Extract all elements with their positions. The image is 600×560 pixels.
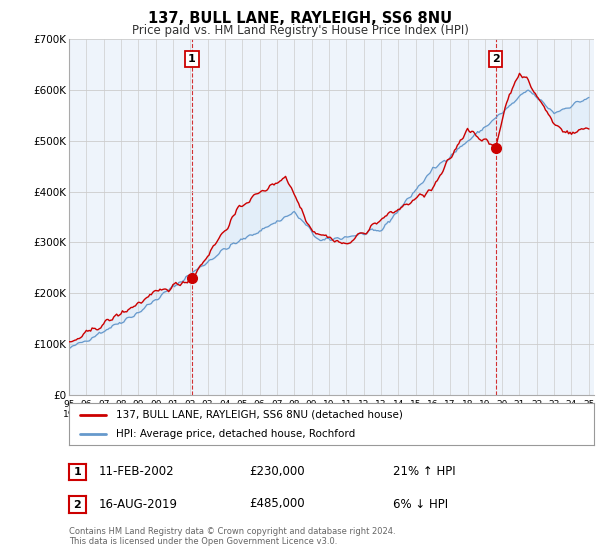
Text: This data is licensed under the Open Government Licence v3.0.: This data is licensed under the Open Gov…: [69, 537, 337, 546]
Text: 1: 1: [188, 54, 196, 64]
Text: 137, BULL LANE, RAYLEIGH, SS6 8NU (detached house): 137, BULL LANE, RAYLEIGH, SS6 8NU (detac…: [116, 409, 403, 419]
Text: 2: 2: [492, 54, 499, 64]
Text: HPI: Average price, detached house, Rochford: HPI: Average price, detached house, Roch…: [116, 429, 355, 439]
Text: 6% ↓ HPI: 6% ↓ HPI: [393, 497, 448, 511]
Text: 16-AUG-2019: 16-AUG-2019: [99, 497, 178, 511]
Text: 137, BULL LANE, RAYLEIGH, SS6 8NU: 137, BULL LANE, RAYLEIGH, SS6 8NU: [148, 11, 452, 26]
Text: Price paid vs. HM Land Registry's House Price Index (HPI): Price paid vs. HM Land Registry's House …: [131, 24, 469, 36]
Text: 2: 2: [74, 500, 81, 510]
Text: 21% ↑ HPI: 21% ↑ HPI: [393, 465, 455, 478]
Text: £230,000: £230,000: [249, 465, 305, 478]
Text: 1: 1: [74, 467, 81, 477]
Text: 11-FEB-2002: 11-FEB-2002: [99, 465, 175, 478]
Text: £485,000: £485,000: [249, 497, 305, 511]
Text: Contains HM Land Registry data © Crown copyright and database right 2024.: Contains HM Land Registry data © Crown c…: [69, 528, 395, 536]
